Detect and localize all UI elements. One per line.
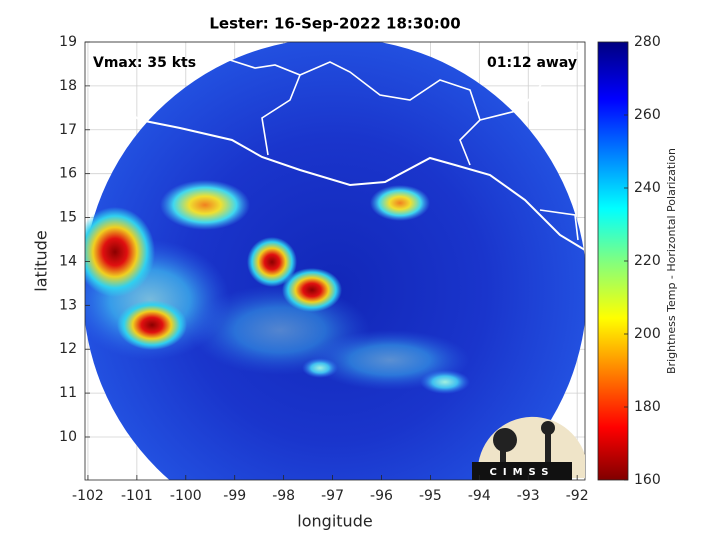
y-tick-label: 16 [59, 166, 77, 182]
cimss-logo: CIMSS [472, 416, 585, 480]
y-tick-label: 15 [59, 210, 77, 226]
y-axis-label: latitude [32, 230, 51, 291]
y-tick-label: 10 [59, 429, 77, 445]
x-tick-label: -94 [468, 488, 491, 504]
chart-title: Lester: 16-Sep-2022 18:30:00 [209, 15, 460, 33]
colorbar-tick-label: 280 [634, 34, 661, 50]
x-tick-label: -99 [223, 488, 246, 504]
x-tick-label: -95 [419, 488, 442, 504]
x-tick-label: -96 [370, 488, 393, 504]
y-tick-label: 14 [59, 253, 77, 269]
y-tick-label: 12 [59, 341, 77, 357]
colorbar-tick-label: 240 [634, 180, 661, 196]
colorbar-label: Brightness Temp - Horizontal Polarizatio… [665, 148, 678, 374]
logo-text: CIMSS [490, 467, 555, 478]
y-tick-label: 17 [59, 122, 77, 138]
x-tick-label: -97 [321, 488, 344, 504]
colorbar-tick-label: 220 [634, 253, 661, 269]
colorbar-tick-label: 180 [634, 399, 661, 415]
x-tick-label: -93 [517, 488, 540, 504]
x-axis-label: longitude [297, 512, 372, 531]
annotation: 01:12 away [487, 55, 577, 71]
y-tick-label: 11 [59, 385, 77, 401]
y-tick-label: 18 [59, 78, 77, 94]
satellite-image [85, 42, 585, 480]
x-tick-label: -92 [566, 488, 589, 504]
y-tick-label: 13 [59, 297, 77, 313]
colorbar-tick-label: 260 [634, 107, 661, 123]
colorbar-tick-label: 200 [634, 326, 661, 342]
colorbar-tick-label: 160 [634, 472, 661, 488]
axes-box [84, 41, 586, 481]
y-tick-label: 19 [59, 34, 77, 50]
x-tick-label: -102 [72, 488, 104, 504]
annotation: Vmax: 35 kts [93, 55, 196, 71]
x-tick-label: -101 [121, 488, 153, 504]
x-tick-label: -98 [272, 488, 295, 504]
x-tick-label: -100 [170, 488, 202, 504]
colorbar [597, 41, 629, 481]
